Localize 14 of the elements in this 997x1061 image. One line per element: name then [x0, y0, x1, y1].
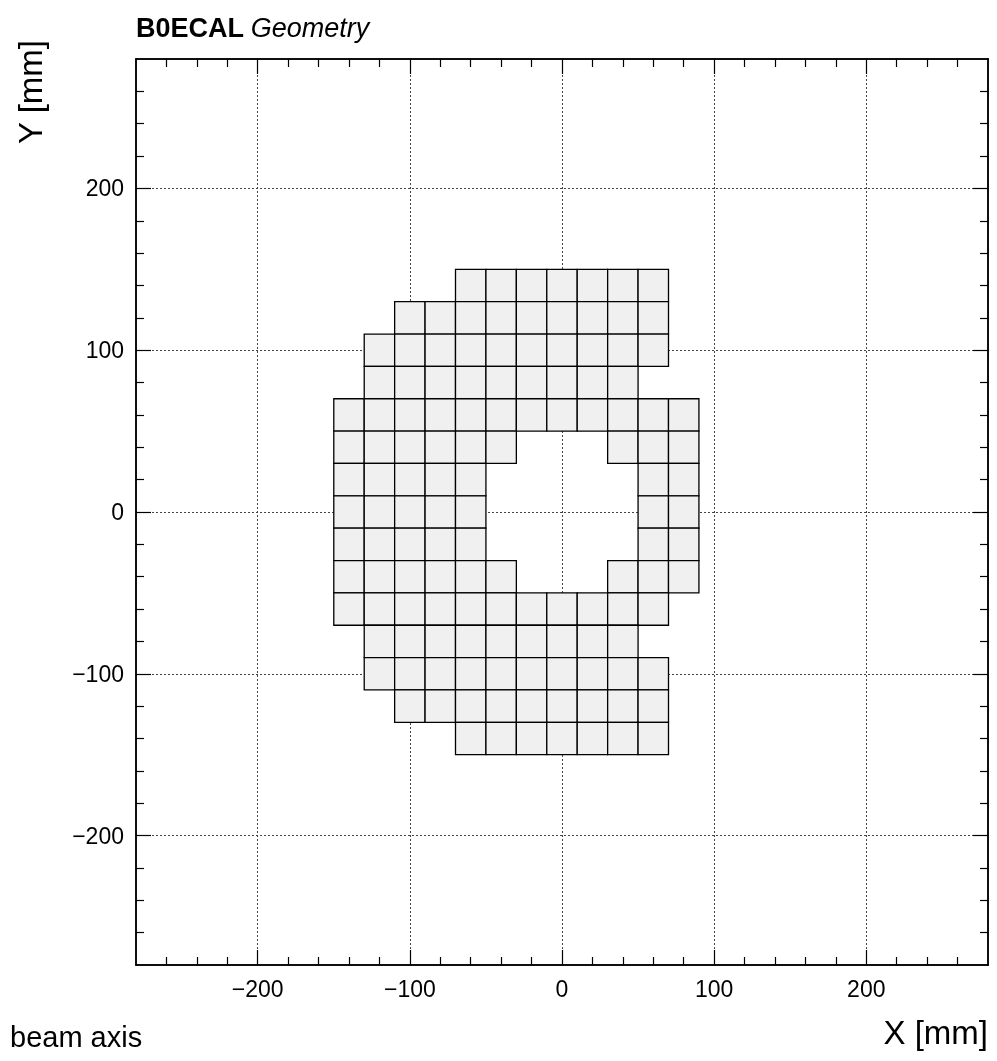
- y-tick-label: −200: [72, 822, 124, 849]
- y-axis-title: Y [mm]: [11, 40, 49, 144]
- y-tick-label: −100: [72, 660, 124, 687]
- chart-title: B0ECAL Geometry: [136, 12, 371, 43]
- x-tick-label: 200: [847, 975, 886, 1002]
- y-tick-label: 0: [111, 499, 124, 525]
- y-tick-label: 200: [85, 175, 124, 202]
- x-tick-label: 100: [694, 975, 734, 1002]
- x-tick-label: −200: [231, 975, 284, 1002]
- text: beam axis: [10, 1020, 143, 1053]
- x-tick-label: 0: [555, 975, 569, 1002]
- x-tick-label: −100: [383, 975, 436, 1002]
- x-axis-title: X [mm]: [883, 1014, 988, 1051]
- y-tick-label: 100: [85, 337, 124, 364]
